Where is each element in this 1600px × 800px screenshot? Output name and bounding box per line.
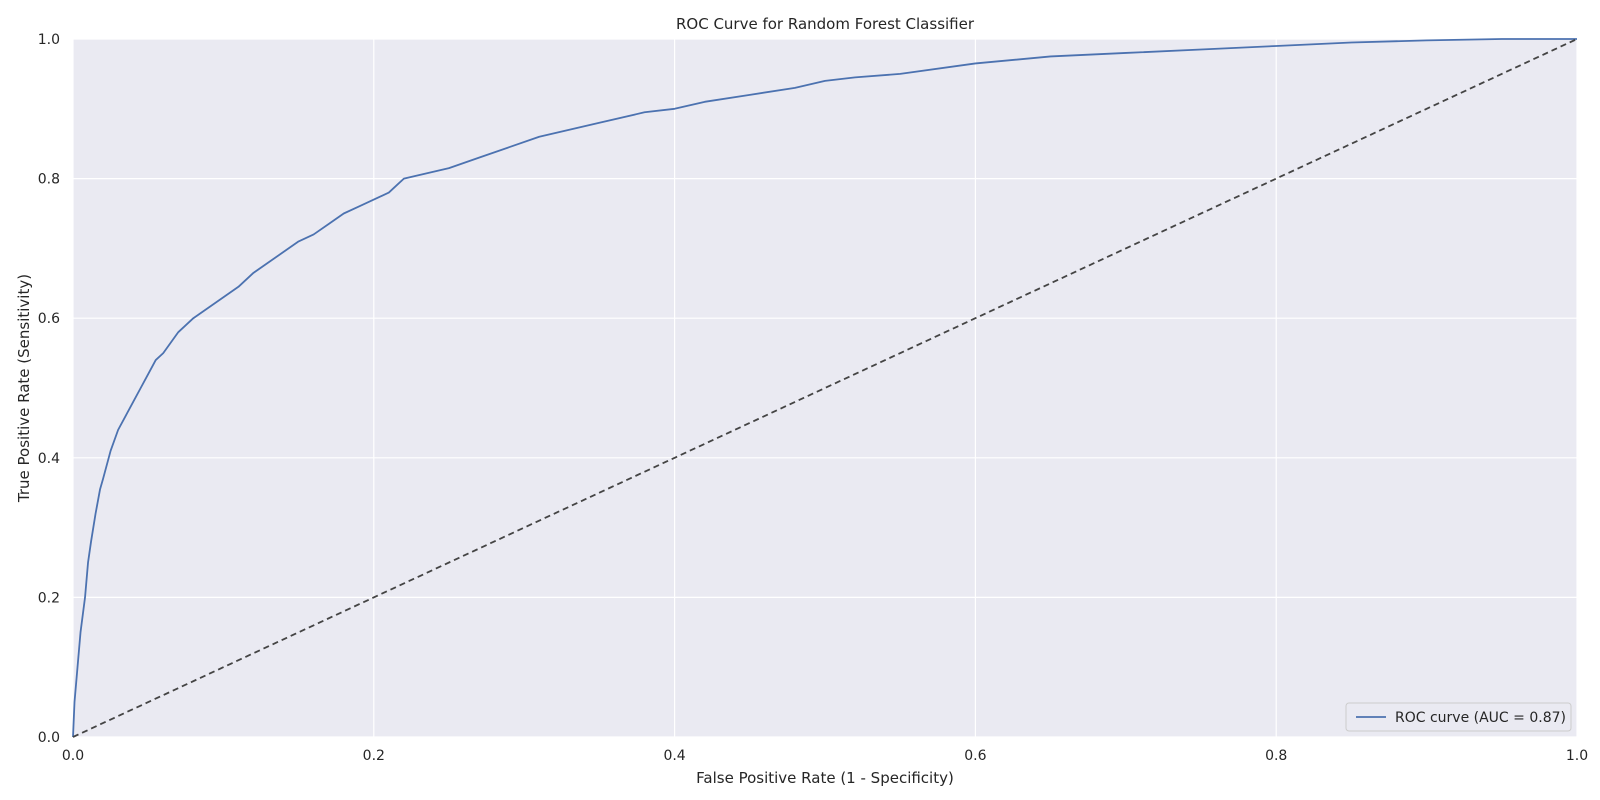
x-tick-label-0: 0.0 [62, 748, 84, 764]
y-tick-label-2: 0.4 [38, 451, 60, 467]
plot-area [73, 39, 1577, 737]
y-tick-label-0: 0.0 [38, 730, 60, 746]
chance-diagonal-line [72, 38, 1578, 738]
legend-label-roc: ROC curve (AUC = 0.87) [1395, 710, 1566, 726]
legend-box [1345, 702, 1572, 732]
y-axis-title: True Positive Rate (Sensitivity) [15, 274, 33, 503]
chart-title: ROC Curve for Random Forest Classifier [676, 15, 975, 33]
y-tick-label-4: 0.8 [38, 172, 60, 188]
grid-lines [72, 38, 1578, 738]
x-tick-label-3: 0.6 [964, 748, 986, 764]
y-tick-labels: 0.0 0.2 0.4 0.6 0.8 1.0 [38, 32, 60, 746]
x-tick-label-4: 0.8 [1265, 748, 1287, 764]
roc-curve-line [72, 38, 1577, 738]
x-tick-label-5: 1.0 [1566, 748, 1588, 764]
x-tick-label-1: 0.2 [363, 748, 385, 764]
y-tick-label-5: 1.0 [38, 32, 60, 48]
legend: ROC curve (AUC = 0.87) [1345, 702, 1572, 732]
y-tick-label-3: 0.6 [38, 311, 60, 327]
series-lines [72, 38, 1578, 738]
x-tick-label-2: 0.4 [663, 748, 685, 764]
x-axis-title: False Positive Rate (1 - Specificity) [696, 769, 954, 787]
x-tick-labels: 0.0 0.2 0.4 0.6 0.8 1.0 [62, 748, 1588, 764]
y-tick-label-1: 0.2 [38, 590, 60, 606]
